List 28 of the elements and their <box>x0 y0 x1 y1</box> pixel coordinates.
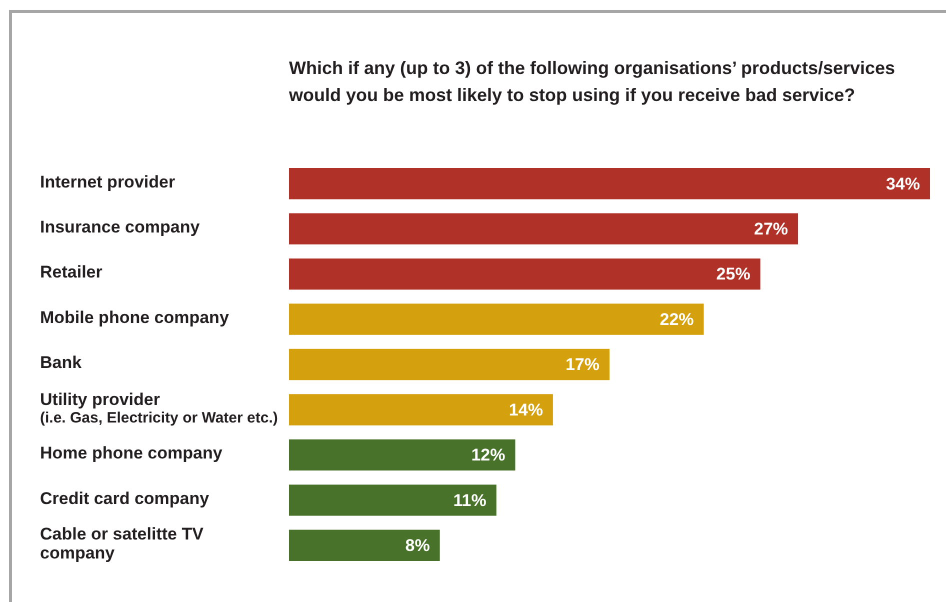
chart-title: Which if any (up to 3) of the following organisations’ products/services would you be most likely to stop using if you receive bad service? <box>289 57 896 107</box>
bar <box>289 258 760 290</box>
bar <box>289 304 704 335</box>
bar <box>289 168 930 200</box>
data-label: 34% <box>886 174 920 194</box>
y-tick-label: Internet provider <box>40 172 176 192</box>
bar <box>289 439 516 471</box>
bar <box>289 213 798 244</box>
y-tick-label: Insurance company <box>40 218 200 237</box>
bar <box>289 484 496 516</box>
data-label: 8% <box>405 536 430 556</box>
data-label: 11% <box>453 490 486 510</box>
data-label: 12% <box>471 446 506 465</box>
y-tick-label: Bank <box>40 353 82 372</box>
y-tick-label: Utility provider (i.e. Gas, Electricity or Water etc.) <box>40 390 278 426</box>
y-tick-label: Mobile phone company <box>40 308 230 327</box>
y-tick-label: Retailer <box>40 262 103 282</box>
bar <box>289 394 553 426</box>
bar <box>289 530 440 561</box>
data-label: 17% <box>565 355 600 374</box>
y-tick-label: Cable or satelitte TV company <box>40 524 204 563</box>
data-label: 22% <box>660 310 694 329</box>
bar <box>289 348 610 380</box>
y-tick-label: Credit card company <box>40 488 210 508</box>
data-label: 27% <box>754 220 788 239</box>
data-label: 25% <box>716 264 750 284</box>
y-tick-label: Home phone company <box>40 444 223 463</box>
data-label: 14% <box>508 400 543 420</box>
